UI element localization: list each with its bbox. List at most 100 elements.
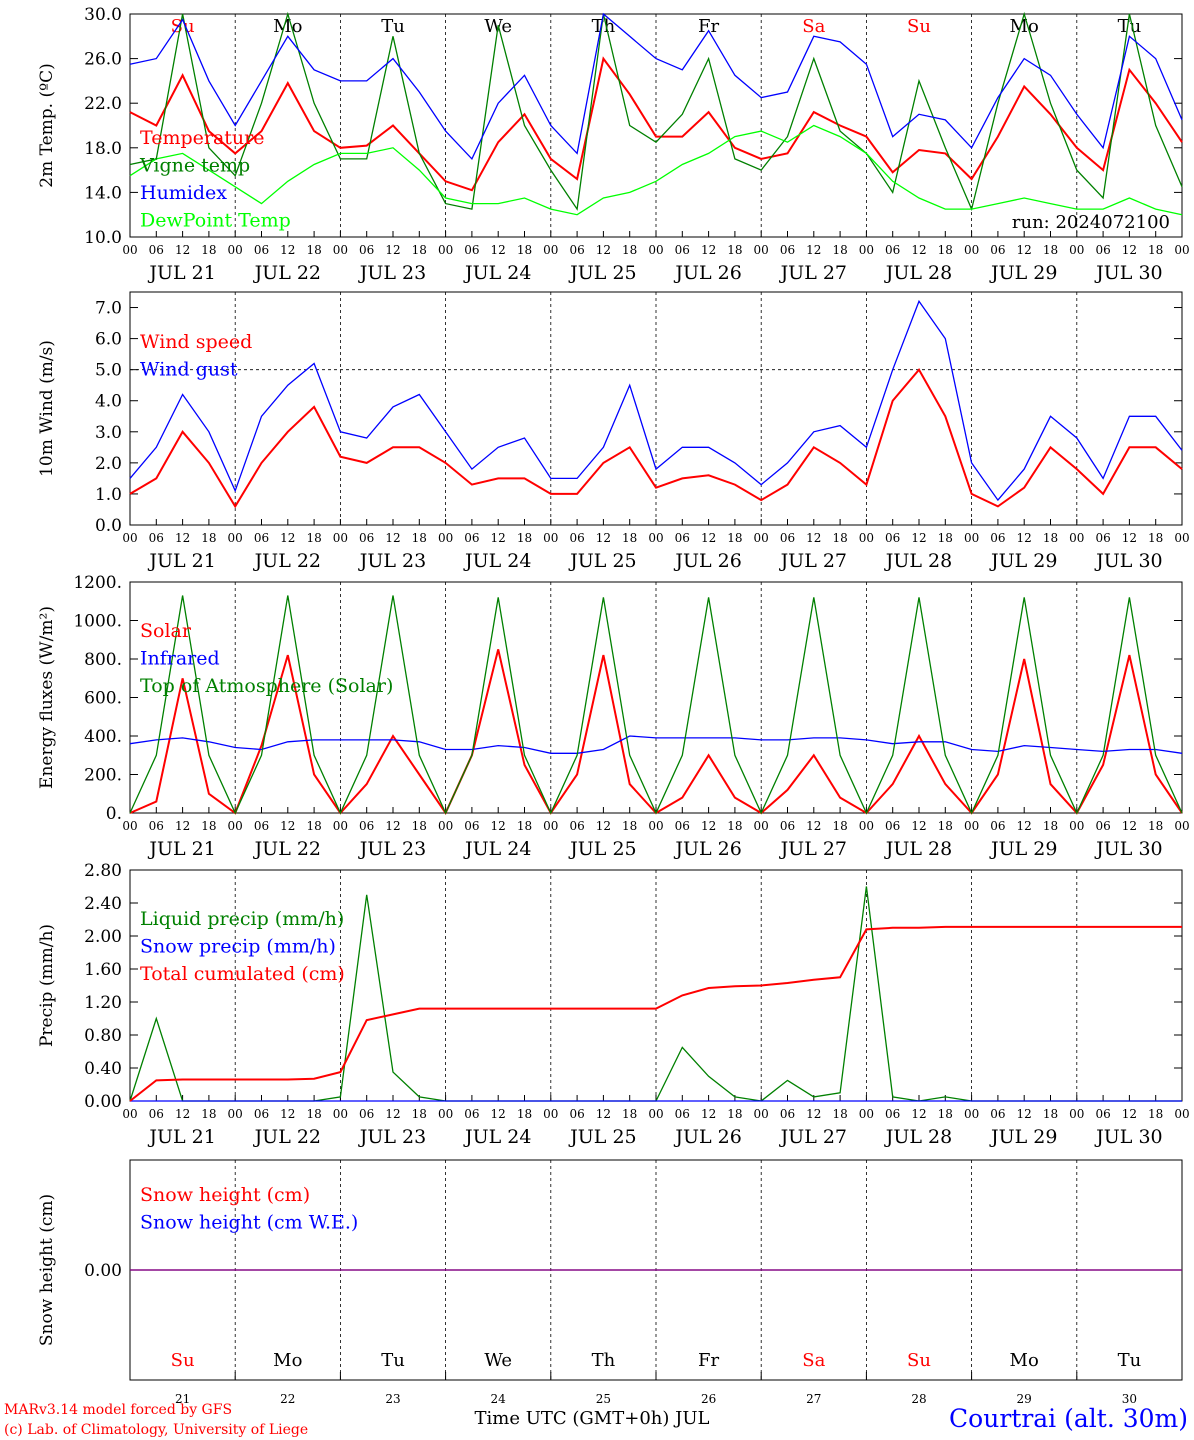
hour-label: 06 xyxy=(990,819,1005,833)
y-axis-label: 10m Wind (m/s) xyxy=(37,340,57,477)
date-label: JUL 25 xyxy=(568,838,636,860)
hour-label: 18 xyxy=(727,531,742,545)
hour-label: 00 xyxy=(438,531,453,545)
weekday-label: Su xyxy=(907,1350,931,1371)
y-tick-label: 10.0 xyxy=(84,228,122,248)
hour-label: 00 xyxy=(648,819,663,833)
hour-label: 12 xyxy=(175,819,190,833)
hour-label: 00 xyxy=(438,243,453,257)
date-label: JUL 23 xyxy=(358,838,426,860)
weekday-label: Su xyxy=(171,16,195,37)
y-tick-label: 400. xyxy=(84,727,122,747)
weekday-label: Th xyxy=(592,1350,616,1371)
hour-label: 18 xyxy=(1148,1107,1163,1121)
hour-label: 06 xyxy=(569,1107,584,1121)
hour-label: 18 xyxy=(1043,819,1058,833)
hour-label: 06 xyxy=(885,243,900,257)
day-number-label: 22 xyxy=(280,1392,295,1406)
hour-label: 18 xyxy=(201,243,216,257)
hour-label: 18 xyxy=(1043,531,1058,545)
series-line-temp-3 xyxy=(129,124,1183,216)
hour-label: 06 xyxy=(1095,243,1110,257)
hour-label: 06 xyxy=(990,243,1005,257)
hour-label: 18 xyxy=(622,819,637,833)
date-label: JUL 27 xyxy=(779,838,847,860)
weekday-label: Mo xyxy=(273,16,302,37)
panel-energy: 0. 200. 400. 600. 800. 1000. 1200. Energy fluxe… xyxy=(37,573,1190,860)
hour-label: 12 xyxy=(596,243,611,257)
legend-label: Vigne temp xyxy=(139,155,250,177)
hour-label: 00 xyxy=(1174,1107,1189,1121)
hour-label: 12 xyxy=(1122,1107,1137,1121)
date-label: JUL 26 xyxy=(673,838,741,860)
weekday-label: Mo xyxy=(1010,1350,1039,1371)
y-tick-label: 0.0 xyxy=(95,516,122,536)
hour-label: 18 xyxy=(1148,819,1163,833)
y-tick-label: 14.0 xyxy=(84,183,122,203)
hour-label: 18 xyxy=(412,1107,427,1121)
y-axis-label: Energy fluxes (W/m²) xyxy=(37,606,57,789)
date-label: JUL 26 xyxy=(673,550,741,572)
date-label: JUL 24 xyxy=(463,550,531,572)
series-line-temp-1 xyxy=(129,11,1183,212)
hour-label: 18 xyxy=(832,531,847,545)
date-label: JUL 22 xyxy=(253,262,321,284)
date-label: JUL 29 xyxy=(989,550,1057,572)
hour-label: 18 xyxy=(832,819,847,833)
hour-label: 12 xyxy=(701,819,716,833)
plot-frame xyxy=(129,13,1183,238)
hour-label: 06 xyxy=(780,819,795,833)
weekday-label: Fr xyxy=(698,16,719,37)
day-number-label: 21 xyxy=(175,1392,190,1406)
date-label: JUL 28 xyxy=(884,262,952,284)
date-label: JUL 28 xyxy=(884,550,952,572)
legend-label: DewPoint Temp xyxy=(140,210,291,232)
hour-label: 12 xyxy=(596,531,611,545)
weekday-label: Su xyxy=(171,1350,195,1371)
hour-label: 06 xyxy=(359,1107,374,1121)
hour-label: 06 xyxy=(1095,819,1110,833)
y-tick-label: 1.60 xyxy=(84,960,122,980)
hour-label: 00 xyxy=(122,1107,137,1121)
hour-label: 00 xyxy=(964,1107,979,1121)
weekday-label: Fr xyxy=(698,1350,719,1371)
date-label: JUL 27 xyxy=(779,262,847,284)
panel-snow: 0.00 Snow height (cm) 21 Su 22 Mo 23 Tu 24 We 25 Th… xyxy=(37,1159,1183,1406)
hour-label: 06 xyxy=(149,1107,164,1121)
hour-label: 12 xyxy=(175,1107,190,1121)
hour-label: 00 xyxy=(1069,1107,1084,1121)
hour-label: 18 xyxy=(517,531,532,545)
hour-label: 12 xyxy=(1122,819,1137,833)
hour-label: 06 xyxy=(254,531,269,545)
hour-label: 12 xyxy=(280,1107,295,1121)
date-label: JUL 24 xyxy=(463,838,531,860)
hour-label: 18 xyxy=(306,1107,321,1121)
hour-label: 00 xyxy=(754,243,769,257)
y-tick-label: 1.20 xyxy=(84,993,122,1013)
day-number-label: 25 xyxy=(596,1392,611,1406)
hour-label: 00 xyxy=(648,1107,663,1121)
day-number-label: 30 xyxy=(1122,1392,1137,1406)
legend-label: Humidex xyxy=(140,182,227,204)
hour-label: 06 xyxy=(149,531,164,545)
hour-label: 00 xyxy=(754,1107,769,1121)
hour-label: 00 xyxy=(648,531,663,545)
y-tick-label: 0.00 xyxy=(84,1261,122,1281)
hour-label: 00 xyxy=(964,819,979,833)
hour-label: 12 xyxy=(701,1107,716,1121)
hour-label: 00 xyxy=(648,243,663,257)
date-label: JUL 26 xyxy=(673,262,741,284)
date-label: JUL 25 xyxy=(568,262,636,284)
hour-label: 06 xyxy=(990,531,1005,545)
hour-label: 18 xyxy=(306,531,321,545)
date-label: JUL 30 xyxy=(1094,838,1162,860)
y-tick-label: 7.0 xyxy=(95,299,122,319)
hour-label: 06 xyxy=(1095,531,1110,545)
weekday-label: Mo xyxy=(1010,16,1039,37)
hour-label: 18 xyxy=(938,819,953,833)
weekday-label: Tu xyxy=(381,1350,405,1371)
hour-label: 12 xyxy=(1017,1107,1032,1121)
hour-label: 18 xyxy=(832,243,847,257)
y-tick-label: 0. xyxy=(106,804,122,824)
hour-label: 12 xyxy=(1122,531,1137,545)
